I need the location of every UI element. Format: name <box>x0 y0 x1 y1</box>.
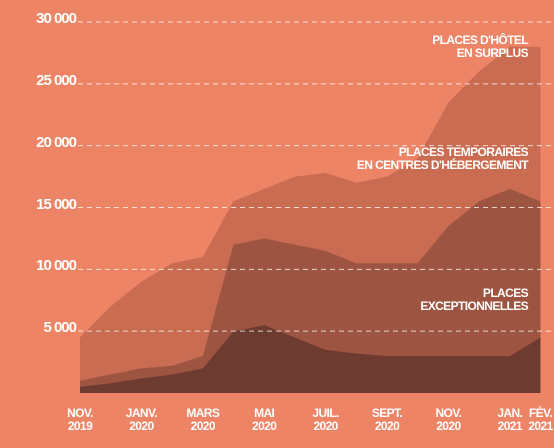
series-label: PLACES EXCEPTIONNELLES <box>420 286 528 313</box>
y-tick-label: 5 000 <box>43 319 77 337</box>
series-label: PLACES TEMPORAIRES EN CENTRES D'HÉBERGEM… <box>356 145 529 172</box>
x-tick-label: MARS 2020 <box>186 406 220 433</box>
y-tick-label: 15 000 <box>36 195 77 213</box>
area <box>80 188 541 387</box>
y-tick-label: 30 000 <box>36 10 77 27</box>
area <box>80 325 541 393</box>
x-tick-label: JUIL. 2020 <box>312 406 339 433</box>
x-tick-label: JAN. 2021 <box>497 406 523 433</box>
x-tick-label: JANV. 2020 <box>125 406 158 433</box>
x-tick-label: MAI 2020 <box>252 406 277 433</box>
y-tick-label: 10 000 <box>36 257 77 275</box>
series-label: PLACES D'HÔTEL EN SURPLUS <box>432 33 528 60</box>
x-tick-label: NOV. 2020 <box>435 406 462 433</box>
y-tick-label: 25 000 <box>36 71 77 89</box>
x-tick-label: SEPT. 2020 <box>371 406 403 433</box>
y-tick-label: 20 000 <box>36 133 77 151</box>
x-tick-label: FÉV. 2021 <box>528 406 553 433</box>
x-tick-label: NOV. 2019 <box>67 406 93 433</box>
area <box>80 46 541 381</box>
